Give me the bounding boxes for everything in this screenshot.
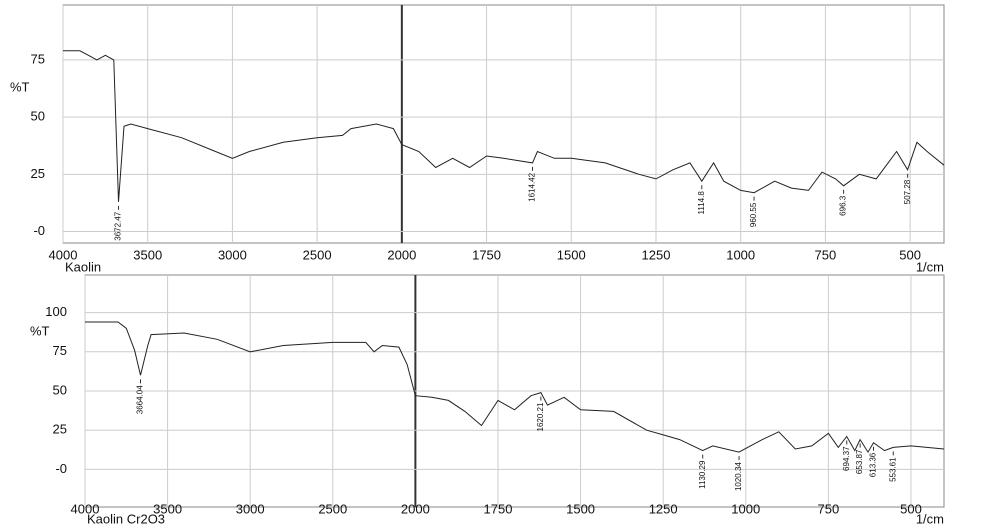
y-tick-label: 100 bbox=[45, 304, 67, 319]
peak-label: 1130.29 bbox=[698, 460, 707, 489]
x-tick-label: 750 bbox=[815, 247, 837, 262]
peak-label: 1020.34 bbox=[734, 462, 743, 491]
x-tick-label: 3500 bbox=[153, 501, 182, 516]
x-tick-label: 1500 bbox=[566, 501, 595, 516]
peak-label: 1620.21 bbox=[536, 402, 545, 431]
x-tick-label: 1250 bbox=[649, 501, 678, 516]
x-tick-label: 1250 bbox=[642, 247, 671, 262]
x-tick-label: 3000 bbox=[236, 501, 265, 516]
peak-label: 694.37 bbox=[842, 446, 851, 471]
peak-label: 1114.8 bbox=[697, 191, 706, 215]
sample-label: Kaolin bbox=[65, 259, 101, 274]
x-tick-label: 3500 bbox=[133, 247, 162, 262]
x-tick-label: 500 bbox=[899, 247, 921, 262]
y-tick-label: -0 bbox=[55, 461, 67, 476]
y-tick-label: 75 bbox=[53, 343, 67, 358]
x-tick-label: 3000 bbox=[218, 247, 247, 262]
plot-frame bbox=[62, 4, 945, 244]
peak-label: 1614.42 bbox=[528, 172, 537, 201]
sample-label: Kaolin Cr2O3 bbox=[87, 511, 165, 526]
x-tick-label: 2500 bbox=[318, 501, 347, 516]
y-tick-label: 25 bbox=[53, 422, 67, 437]
x-tick-label: 1000 bbox=[731, 501, 760, 516]
x-tick-label: 2500 bbox=[303, 247, 332, 262]
spectrum-line bbox=[85, 321, 945, 454]
x-tick-label: 2000 bbox=[387, 247, 416, 262]
spectrum-line bbox=[63, 50, 945, 202]
y-tick-label: 50 bbox=[53, 382, 67, 397]
x-axis-label: 1/cm bbox=[916, 511, 944, 526]
y-axis-label: %T bbox=[30, 323, 50, 338]
peak-label: 507.28 bbox=[903, 179, 912, 204]
x-tick-label: 1750 bbox=[484, 501, 513, 516]
x-tick-label: 2000 bbox=[401, 501, 430, 516]
peak-label: 613.36 bbox=[869, 452, 878, 477]
y-tick-label: 50 bbox=[31, 109, 45, 124]
peak-label: 696.3 bbox=[839, 195, 848, 216]
x-tick-label: 4000 bbox=[71, 501, 100, 516]
x-axis-label: 1/cm bbox=[916, 259, 944, 274]
y-tick-label: 75 bbox=[31, 51, 45, 66]
peak-label: 653.87 bbox=[855, 449, 864, 474]
y-tick-label: 25 bbox=[31, 166, 45, 181]
x-tick-label: 500 bbox=[900, 501, 922, 516]
peak-label: 3672.47 bbox=[114, 211, 123, 240]
y-tick-label: -0 bbox=[33, 223, 45, 238]
x-tick-label: 4000 bbox=[49, 247, 78, 262]
peak-label: 553.61 bbox=[888, 457, 897, 482]
x-tick-label: 750 bbox=[818, 501, 840, 516]
x-tick-label: 1500 bbox=[557, 247, 586, 262]
peak-label: 3664.04 bbox=[136, 385, 145, 414]
peak-label: 960.55 bbox=[749, 202, 758, 227]
y-axis-label: %T bbox=[10, 79, 30, 94]
x-tick-label: 1750 bbox=[472, 247, 501, 262]
x-tick-label: 1000 bbox=[726, 247, 755, 262]
